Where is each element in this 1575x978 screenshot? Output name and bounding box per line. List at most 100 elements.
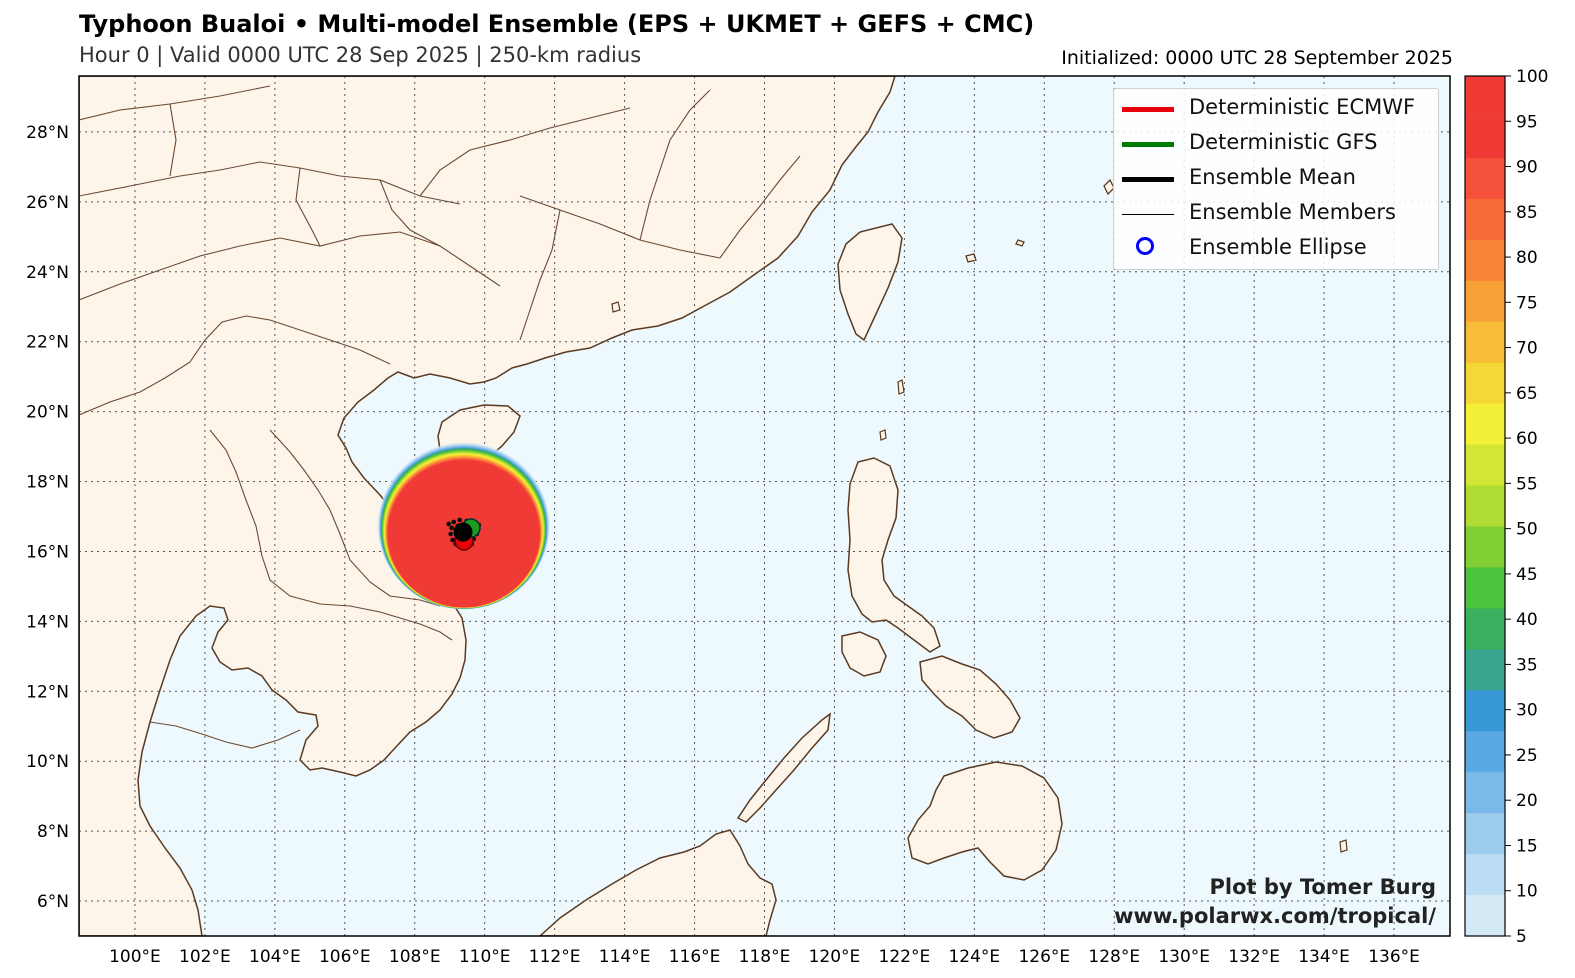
lon-tick-label: 104°E: [249, 947, 301, 967]
lat-tick-label: 16°N: [26, 542, 69, 562]
colorbar-label: 30: [1516, 701, 1538, 721]
legend-label-ensemble-mean: Ensemble Mean: [1189, 165, 1356, 189]
map-frame: [78, 75, 1451, 937]
lon-tick-label: 120°E: [809, 947, 861, 967]
ensemble-member-dot: [446, 521, 452, 527]
lat-tick-label: 8°N: [37, 822, 69, 842]
colorbar-label: 20: [1516, 791, 1538, 811]
ensemble-member-dot: [450, 537, 456, 543]
ensemble-member-dot: [449, 525, 455, 531]
page-subtitle: Hour 0 | Valid 0000 UTC 28 Sep 2025 | 25…: [79, 43, 642, 67]
colorbar-label: 15: [1516, 836, 1538, 856]
legend-item-ensemble-mean: Ensemble Mean: [1114, 161, 1438, 196]
colorbar-segment: [1465, 280, 1505, 323]
lon-tick-label: 102°E: [179, 947, 231, 967]
colorbar-label: 50: [1516, 520, 1538, 540]
colorbar-label: 5: [1516, 927, 1527, 947]
legend: Deterministic ECMWF Deterministic GFS En…: [1113, 88, 1439, 270]
initialized-time: Initialized: 0000 UTC 28 September 2025: [1061, 47, 1453, 69]
lat-tick-label: 20°N: [26, 403, 69, 423]
lat-tick-label: 6°N: [37, 892, 69, 912]
colorbar-labels: 100 95 90 85 80 75 70 65 60 55 50 45 40 35 30 25 20 15 10 5: [1505, 67, 1548, 947]
lon-tick-label: 136°E: [1368, 947, 1420, 967]
colorbar-segment: [1465, 485, 1505, 527]
legend-label-ensemble-ellipse: Ensemble Ellipse: [1189, 235, 1367, 259]
colorbar-segment: [1465, 608, 1505, 650]
colorbar-segment: [1465, 854, 1505, 896]
legend-item-ecmwf: Deterministic ECMWF: [1114, 91, 1438, 126]
legend-label-ensemble-members: Ensemble Members: [1189, 200, 1396, 224]
graticule: [79, 76, 1450, 936]
colorbar-segment: [1465, 690, 1505, 732]
legend-label-ecmwf: Deterministic ECMWF: [1189, 95, 1416, 119]
colorbar-label: 95: [1516, 112, 1538, 132]
colorbar-segment: [1465, 321, 1505, 364]
lon-tick-label: 130°E: [1158, 947, 1210, 967]
lon-tick-label: 122°E: [879, 947, 931, 967]
colorbar-frame: [1464, 75, 1506, 937]
land-mindoro: [841, 631, 887, 677]
lon-tick-label: 128°E: [1088, 947, 1140, 967]
colorbar-segment: [1465, 403, 1505, 446]
lat-tick-label: 26°N: [26, 193, 69, 213]
credit-url: www.polarwx.com/tropical/: [1114, 904, 1436, 928]
lat-tick-label: 14°N: [26, 612, 69, 632]
ensemble-member-dot: [457, 517, 463, 523]
legend-item-gfs: Deterministic GFS: [1114, 126, 1438, 161]
latitude-tick-labels: 28°N 26°N 24°N 22°N 20°N 18°N 16°N 14°N 12°N 10°N…: [26, 123, 69, 912]
colorbar: [1465, 76, 1505, 937]
colorbar-label: 90: [1516, 158, 1538, 178]
lon-tick-label: 116°E: [669, 947, 721, 967]
lat-tick-label: 24°N: [26, 263, 69, 283]
page-title: Typhoon Bualoi • Multi-model Ensemble (E…: [79, 10, 1035, 38]
ensemble-mean-marker: [453, 522, 473, 542]
land-mindanao: [907, 761, 1063, 881]
colorbar-label: 100: [1516, 67, 1548, 87]
land-small-islands: [611, 301, 1348, 853]
lon-tick-label: 132°E: [1228, 947, 1280, 967]
colorbar-label: 55: [1516, 474, 1538, 494]
colorbar-label: 60: [1516, 429, 1538, 449]
lat-tick-label: 22°N: [26, 333, 69, 353]
colorbar-segment: [1465, 362, 1505, 405]
colorbar-segment: [1465, 444, 1505, 487]
lon-tick-label: 110°E: [459, 947, 511, 967]
legend-swatch-ensemble-members: [1122, 214, 1174, 215]
lon-tick-label: 108°E: [389, 947, 441, 967]
colorbar-segment: [1465, 731, 1505, 773]
colorbar-segment: [1465, 895, 1505, 937]
colorbar-segment: [1465, 567, 1505, 609]
colorbar-label: 65: [1516, 384, 1538, 404]
legend-swatch-gfs: [1122, 142, 1174, 147]
lon-tick-label: 126°E: [1018, 947, 1070, 967]
colorbar-segment: [1465, 239, 1505, 282]
colorbar-segment: [1465, 116, 1505, 159]
ensemble-member-dot: [451, 519, 457, 525]
lon-tick-label: 100°E: [109, 947, 161, 967]
land-borneo: [538, 829, 777, 936]
legend-item-ensemble-members: Ensemble Members: [1114, 196, 1438, 231]
lon-tick-label: 114°E: [599, 947, 651, 967]
credit-author: Plot by Tomer Burg: [1210, 875, 1437, 899]
colorbar-label: 10: [1516, 882, 1538, 902]
storm-center-markers: [453, 518, 481, 551]
legend-item-ensemble-ellipse: Ensemble Ellipse: [1114, 231, 1438, 266]
colorbar-segment: [1465, 526, 1505, 568]
colorbar-segment: [1465, 772, 1505, 814]
legend-swatch-ecmwf: [1122, 107, 1174, 112]
colorbar-label: 75: [1516, 293, 1538, 313]
land-luzon: [847, 457, 941, 653]
lon-tick-label: 134°E: [1298, 947, 1350, 967]
colorbar-segment: [1465, 76, 1505, 117]
ensemble-member-dot: [448, 531, 454, 537]
lon-tick-label: 112°E: [529, 947, 581, 967]
legend-swatch-ensemble-ellipse: [1136, 237, 1154, 255]
land-asia-mainland: [79, 76, 896, 936]
lat-tick-label: 10°N: [26, 752, 69, 772]
lon-tick-label: 118°E: [739, 947, 791, 967]
colorbar-segment: [1465, 649, 1505, 691]
country-borders: [79, 85, 801, 749]
colorbar-label: 85: [1516, 203, 1538, 223]
legend-label-gfs: Deterministic GFS: [1189, 130, 1378, 154]
lat-tick-label: 28°N: [26, 123, 69, 143]
